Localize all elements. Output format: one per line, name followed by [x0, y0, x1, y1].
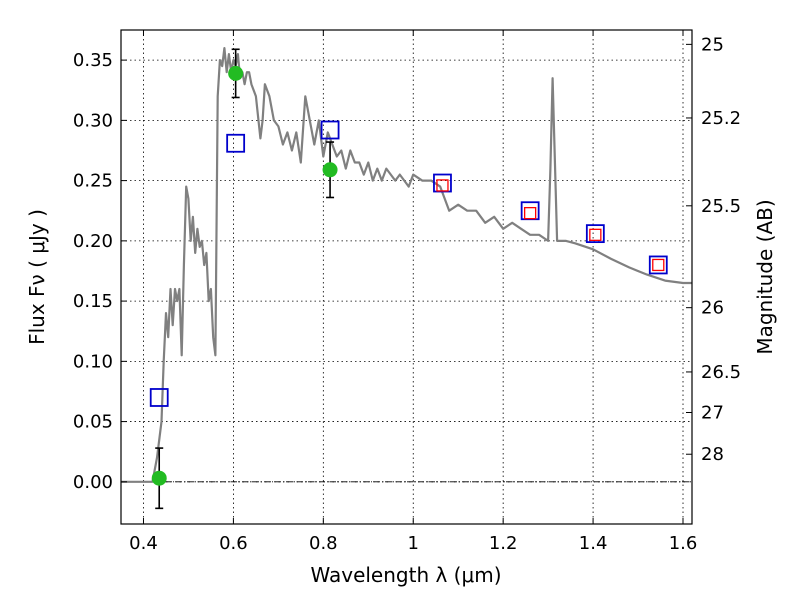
model-open-square — [320, 120, 340, 140]
y2-tick-label: 28 — [701, 444, 724, 465]
y-tick-label: 0.15 — [73, 291, 113, 312]
observed-point — [228, 65, 244, 81]
model-spectrum-line — [121, 46, 692, 483]
y2-tick-label: 25.5 — [701, 196, 741, 217]
model-inner-square — [436, 179, 449, 192]
square-layer — [149, 120, 668, 407]
model-open-square — [226, 133, 246, 153]
y-tick-label: 0.30 — [73, 110, 113, 131]
plot-frame — [120, 29, 693, 525]
model-inner-square — [652, 258, 665, 272]
model-inner-square — [523, 206, 537, 220]
y-tick-layer: 0.00 0.05 0.10 0.15 0.20 0.25 0.30 0.35 — [73, 50, 127, 493]
y2-tick-label: 27 — [701, 402, 724, 423]
model-open-square — [149, 388, 169, 407]
observed-point — [151, 470, 167, 486]
errorbar-layer — [151, 48, 338, 510]
y-axis-label: Flux Fν ( μJy ) — [25, 209, 49, 345]
observed-point — [322, 162, 338, 178]
x-tick-label: 1 — [408, 533, 419, 554]
y-tick-label: 0.35 — [73, 50, 113, 71]
model-open-square — [648, 255, 668, 275]
x-tick-label: 0.6 — [219, 533, 248, 554]
x-tick-label: 0.8 — [309, 533, 338, 554]
y-tick-label: 0.20 — [73, 231, 113, 252]
model-spectrum-layer — [121, 46, 692, 483]
model-open-square — [585, 224, 605, 244]
y2-axis-label: Magnitude (AB) — [753, 199, 777, 354]
y-tick-label: 0.00 — [73, 472, 113, 493]
x-tick-label: 1.2 — [489, 533, 518, 554]
y2-tick-label: 26 — [701, 298, 724, 319]
x-tick-label: 1.4 — [579, 533, 608, 554]
y2-tick-label: 26.5 — [701, 362, 741, 383]
x-tick-label: 0.4 — [129, 533, 158, 554]
y-tick-label: 0.25 — [73, 171, 113, 192]
x-axis-label: Wavelength λ (μm) — [310, 563, 501, 587]
y2-tick-label: 25.2 — [701, 108, 741, 129]
x-tick-layer: 0.4 0.6 0.8 1 1.2 1.4 1.6 — [129, 30, 697, 554]
model-inner-square — [589, 228, 602, 241]
y2-tick-label: 25 — [701, 34, 724, 55]
y2-tick-layer: 25 25.2 25.5 26 26.5 27 28 — [686, 34, 741, 465]
x-tick-label: 1.6 — [669, 533, 698, 554]
y-tick-label: 0.05 — [73, 412, 113, 433]
y-tick-label: 0.10 — [73, 351, 113, 372]
